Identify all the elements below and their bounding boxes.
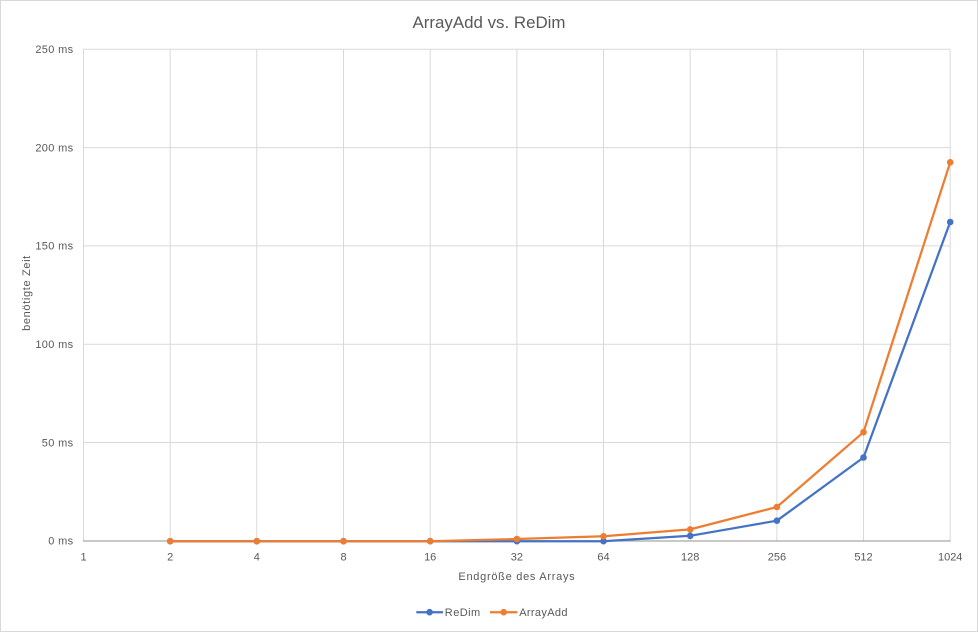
svg-text:1: 1 bbox=[80, 552, 86, 564]
svg-text:64: 64 bbox=[597, 552, 609, 564]
svg-text:150 ms: 150 ms bbox=[35, 241, 73, 253]
svg-text:100 ms: 100 ms bbox=[35, 339, 73, 351]
svg-text:1024: 1024 bbox=[938, 552, 962, 564]
svg-text:200 ms: 200 ms bbox=[35, 142, 73, 154]
svg-text:250 ms: 250 ms bbox=[35, 44, 73, 56]
svg-text:Endgröße des Arrays: Endgröße des Arrays bbox=[458, 571, 575, 583]
svg-text:ArrayAdd: ArrayAdd bbox=[519, 607, 568, 619]
svg-text:16: 16 bbox=[424, 552, 436, 564]
svg-text:50 ms: 50 ms bbox=[42, 437, 74, 449]
svg-text:32: 32 bbox=[511, 552, 523, 564]
svg-text:8: 8 bbox=[340, 552, 346, 564]
svg-text:4: 4 bbox=[254, 552, 260, 564]
svg-text:ReDim: ReDim bbox=[445, 607, 481, 619]
svg-text:ArrayAdd vs. ReDim: ArrayAdd vs. ReDim bbox=[413, 13, 566, 32]
svg-text:256: 256 bbox=[768, 552, 786, 564]
svg-text:128: 128 bbox=[681, 552, 699, 564]
svg-text:2: 2 bbox=[167, 552, 173, 564]
svg-text:512: 512 bbox=[854, 552, 872, 564]
svg-text:0 ms: 0 ms bbox=[48, 536, 73, 548]
svg-text:benötigte Zeit: benötigte Zeit bbox=[21, 255, 33, 331]
